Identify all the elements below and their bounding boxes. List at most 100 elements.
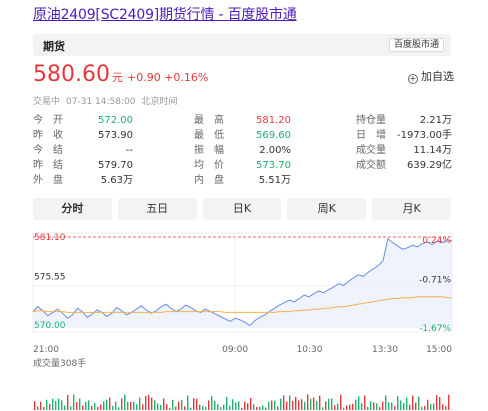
volume-bar (313, 397, 315, 410)
volume-bar (85, 401, 87, 410)
stat-row: 日 增 -1973.00手 (356, 128, 452, 143)
volume-bar (370, 401, 372, 410)
volume-bar (34, 401, 36, 410)
stat-label: 最 高 (194, 115, 224, 126)
price-row: 580.60 元 +0.90 +0.16% (33, 62, 208, 88)
stat-value: -- (125, 145, 133, 156)
plus-circle-icon: + (408, 74, 418, 84)
volume-bar (175, 406, 177, 410)
volume-bar (397, 396, 399, 410)
stat-row: 最 高 581.20 (194, 113, 291, 128)
stat-row: 昨 收 573.90 (33, 128, 133, 143)
volume-bar (136, 404, 138, 410)
volume-bar (271, 400, 273, 410)
stat-value: 579.70 (98, 160, 133, 171)
price-line (32, 237, 453, 327)
period-tab[interactable]: 周K (287, 198, 367, 220)
stat-label: 内 盘 (194, 175, 224, 186)
stat-row: 昨 结 579.70 (33, 158, 133, 173)
page-title[interactable]: 原油2409[SC2409]期货行情 - 百度股市通 (33, 7, 297, 23)
volume-bar (217, 404, 219, 410)
volume-bar (382, 401, 384, 410)
volume-bar (43, 406, 45, 410)
volume-bar (349, 404, 351, 410)
period-tab[interactable]: 五日 (117, 198, 197, 220)
stat-value: 573.90 (98, 130, 133, 141)
volume-bar (445, 406, 447, 410)
volume-bar (160, 404, 162, 410)
volume-bar (289, 395, 291, 410)
stat-row: 成交量 11.14万 (356, 143, 452, 158)
volume-bar (97, 406, 99, 410)
volume-bar (418, 396, 420, 410)
volume-bar (103, 401, 105, 410)
volume-bar (385, 395, 387, 410)
volume-bar (220, 407, 222, 410)
volume-bar (196, 398, 198, 410)
volume-bar (352, 403, 354, 410)
volume-bar (340, 394, 342, 410)
stat-value: 573.70 (256, 160, 291, 171)
y-tick-label-left: 570.00 (34, 321, 66, 331)
volume-bar (298, 400, 300, 410)
period-tab[interactable]: 分时 (33, 198, 112, 220)
volume-bar (256, 406, 258, 410)
volume-bar (106, 399, 108, 410)
volume-bar (421, 406, 423, 410)
add-watchlist-button[interactable]: + 加自选 (408, 68, 454, 84)
stat-label: 持仓量 (356, 115, 386, 126)
volume-bar (268, 401, 270, 410)
period-tab[interactable]: 月K (372, 198, 451, 220)
volume-bar (331, 398, 333, 410)
volume-bar (88, 400, 90, 410)
current-price: 580.60 (33, 62, 110, 87)
volume-bar (301, 399, 303, 410)
volume-bar (436, 395, 438, 410)
volume-bar (388, 402, 390, 410)
status-state: 交易中 (33, 97, 61, 107)
stat-row: 成交额 639.29亿 (356, 158, 452, 173)
volume-bar (181, 399, 183, 410)
volume-bar (265, 407, 267, 410)
volume-bar (145, 395, 147, 410)
volume-bar (229, 405, 231, 410)
tab-futures[interactable]: 期货 (43, 40, 65, 53)
stat-label: 日 增 (356, 130, 386, 141)
stat-value: 2.00% (259, 145, 291, 156)
volume-bar (235, 402, 237, 410)
volume-bar (112, 406, 114, 410)
volume-bar (100, 404, 102, 410)
volume-bar (364, 395, 366, 410)
y-tick-label-right: 0.24% (422, 236, 451, 246)
volume-bar (73, 394, 75, 410)
stat-value: 639.29亿 (407, 160, 452, 171)
period-tabs: 分时 五日 日K 周K 月K (33, 198, 451, 220)
volume-bar (133, 401, 135, 410)
volume-bar (391, 402, 393, 410)
stat-row: 均 价 573.70 (194, 158, 291, 173)
x-tick-label: 09:00 (222, 345, 248, 355)
volume-bar (283, 395, 285, 410)
stats-column-3: 持仓量 2.21万日 增 -1973.00手成交量 11.14万 成交额 639.29亿 (356, 113, 452, 173)
volume-bar (121, 398, 123, 410)
volume-bar (211, 396, 213, 410)
stat-value: -1973.00手 (397, 130, 452, 141)
volume-bar (379, 407, 381, 410)
volume-bar (433, 403, 435, 410)
volume-bar (214, 401, 216, 410)
volume-bar (49, 404, 51, 410)
stat-row: 最 低 569.60 (194, 128, 291, 143)
volume-bar (139, 397, 141, 410)
stat-row: 外 盘 5.63万 (33, 173, 133, 188)
price-unit: 元 (111, 71, 123, 84)
volume-bar (319, 395, 321, 410)
volume-bar (328, 398, 330, 410)
x-tick-label: 10:30 (297, 345, 323, 355)
volume-bar (292, 401, 294, 410)
volume-bar (223, 404, 225, 410)
volume-bar (394, 406, 396, 410)
volume-bar (94, 403, 96, 410)
stat-value: 2.21万 (419, 115, 452, 126)
volume-bar (307, 394, 309, 410)
period-tab[interactable]: 日K (202, 198, 282, 220)
